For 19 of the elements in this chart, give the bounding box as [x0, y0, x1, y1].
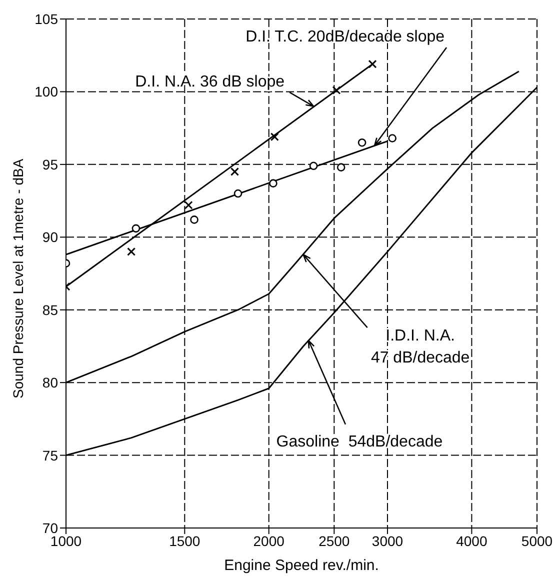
y-tick-label: 90	[42, 229, 58, 246]
annotation: D.I. N.A. 36 dB slope	[135, 73, 285, 90]
x-tick-label: 4000	[456, 532, 488, 549]
annotation: Gasoline 54dB/decade	[276, 433, 443, 450]
y-tick-label: 100	[34, 84, 58, 100]
y-tick-label: 105	[34, 10, 58, 27]
x-tick-label: 1500	[169, 532, 200, 549]
x-tick-label: 2500	[318, 532, 350, 549]
x-tick-label: 5000	[521, 532, 553, 549]
x-axis-title: Engine Speed rev./min.	[224, 557, 379, 574]
x-tick-label: 2000	[253, 532, 285, 549]
y-axis-title: Sound Pressure Level at 1metre - dBA	[10, 158, 26, 398]
y-tick-label: 80	[42, 374, 58, 391]
y-tick-label: 95	[42, 156, 58, 172]
annotation: D.I. T.C. 20dB/decade slope	[246, 28, 445, 46]
y-tick-label: 85	[42, 302, 58, 318]
x-tick-label: 3000	[372, 532, 404, 549]
y-tick-label: 75	[42, 447, 58, 464]
annotation: I.D.I. N.A. 47 dB/decade	[370, 328, 470, 367]
